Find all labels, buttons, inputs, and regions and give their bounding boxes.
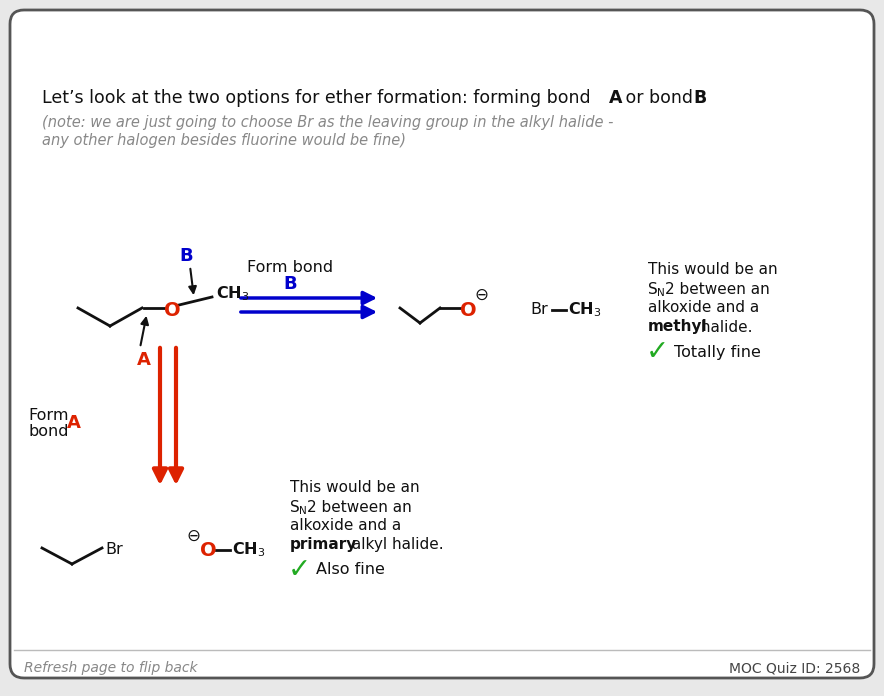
- Text: ✓: ✓: [646, 338, 669, 366]
- Text: bond: bond: [28, 425, 68, 439]
- Text: any other halogen besides fluorine would be fine): any other halogen besides fluorine would…: [42, 134, 406, 148]
- Text: ⊖: ⊖: [474, 286, 488, 304]
- Text: Br: Br: [105, 542, 123, 557]
- Text: Form bond: Form bond: [247, 260, 333, 276]
- Text: Br: Br: [530, 303, 548, 317]
- Text: halide.: halide.: [696, 319, 752, 335]
- Text: methyl: methyl: [648, 319, 707, 335]
- Text: ✓: ✓: [288, 556, 311, 584]
- Text: N: N: [299, 506, 306, 516]
- Text: O: O: [460, 301, 476, 319]
- Text: Also fine: Also fine: [316, 562, 385, 578]
- Text: Totally fine: Totally fine: [674, 345, 761, 360]
- Text: Form: Form: [28, 407, 68, 422]
- FancyBboxPatch shape: [10, 10, 874, 678]
- Text: B: B: [693, 89, 706, 107]
- Text: CH$_3$: CH$_3$: [232, 541, 265, 560]
- Text: Let’s look at the two options for ether formation: forming bond: Let’s look at the two options for ether …: [42, 89, 596, 107]
- Text: CH$_3$: CH$_3$: [216, 285, 249, 303]
- Text: MOC Quiz ID: 2568: MOC Quiz ID: 2568: [728, 661, 860, 675]
- Text: O: O: [200, 541, 217, 560]
- Text: alkoxide and a: alkoxide and a: [290, 519, 401, 534]
- Text: CH$_3$: CH$_3$: [568, 301, 601, 319]
- Text: or bond: or bond: [620, 89, 704, 107]
- Text: primary: primary: [290, 537, 357, 553]
- Text: S: S: [290, 500, 300, 514]
- Text: ⊖: ⊖: [186, 527, 200, 545]
- Text: B: B: [283, 275, 297, 293]
- Text: alkyl halide.: alkyl halide.: [347, 537, 444, 553]
- Text: B: B: [179, 247, 193, 265]
- Text: O: O: [164, 301, 180, 319]
- Text: 2 between an: 2 between an: [665, 281, 770, 296]
- Text: Refresh page to flip back: Refresh page to flip back: [24, 661, 197, 675]
- Text: S: S: [648, 281, 658, 296]
- Text: This would be an: This would be an: [290, 480, 420, 496]
- Text: A: A: [137, 351, 151, 369]
- Text: A: A: [67, 414, 81, 432]
- Text: This would be an: This would be an: [648, 262, 778, 278]
- Text: N: N: [657, 288, 664, 298]
- Text: A: A: [609, 89, 622, 107]
- Text: 2 between an: 2 between an: [307, 500, 412, 514]
- Text: alkoxide and a: alkoxide and a: [648, 301, 759, 315]
- Text: (note: we are just going to choose Br as the leaving group in the alkyl halide -: (note: we are just going to choose Br as…: [42, 116, 613, 131]
